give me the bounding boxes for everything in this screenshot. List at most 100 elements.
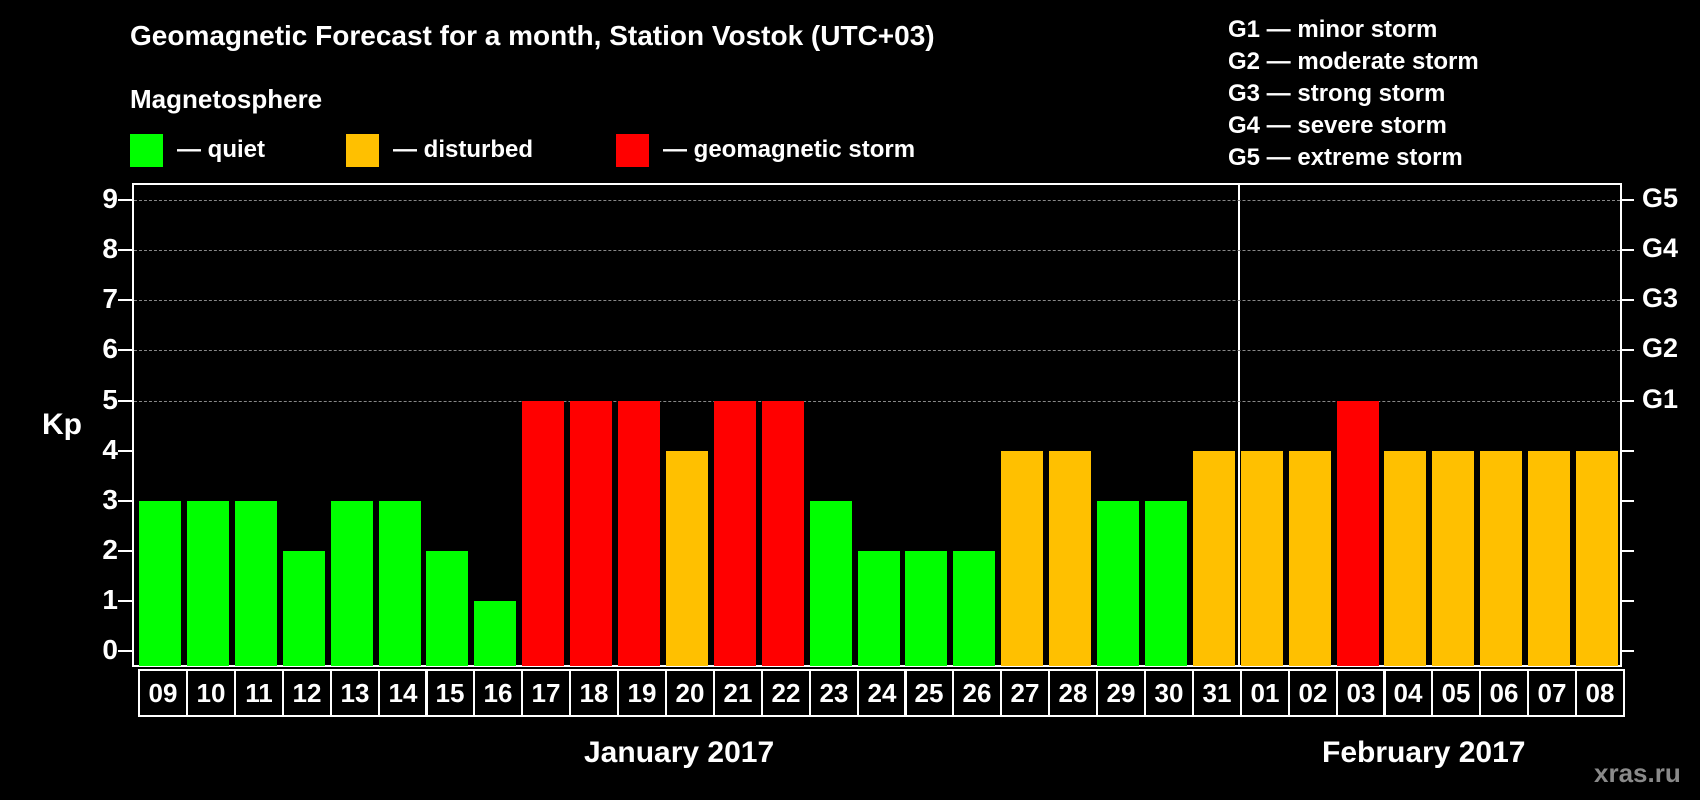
- y-tick: [118, 349, 132, 351]
- y-tick: [118, 299, 132, 301]
- quiet-swatch: [130, 133, 163, 167]
- date-cell: 18: [569, 669, 619, 717]
- y-tick-label: 6: [102, 333, 118, 364]
- bar-disturbed: [666, 451, 708, 666]
- y-tick-label: 4: [102, 434, 118, 465]
- gridline: [134, 401, 1620, 402]
- bar-disturbed: [1528, 451, 1570, 666]
- y-tick-label: 3: [102, 484, 118, 515]
- storm-scale-g2: G2 — moderate storm: [1228, 48, 1479, 75]
- legend-disturbed: — disturbed: [346, 133, 533, 167]
- date-cell: 21: [713, 669, 763, 717]
- bar-storm: [762, 401, 804, 666]
- watermark: xras.ru: [1594, 758, 1681, 788]
- bar-storm: [1337, 401, 1379, 666]
- right-tick: [1622, 249, 1634, 251]
- bar-quiet: [810, 501, 852, 666]
- legend-heading: Magnetosphere: [130, 84, 323, 114]
- date-cell: 03: [1336, 669, 1386, 717]
- date-cell: 10: [186, 669, 236, 717]
- bar-disturbed: [1289, 451, 1331, 666]
- date-cell: 20: [665, 669, 715, 717]
- storm-scale-g5: G5 — extreme storm: [1228, 144, 1463, 171]
- bar-quiet: [1097, 501, 1139, 666]
- bar-disturbed: [1480, 451, 1522, 666]
- bar-disturbed: [1193, 451, 1235, 666]
- right-tick: [1622, 650, 1634, 652]
- disturbed-swatch: [346, 133, 379, 167]
- legend-label: — quiet: [177, 136, 265, 163]
- storm-scale-legend: G1 — minor storm G2 — moderate storm G3 …: [1228, 14, 1479, 174]
- bar-quiet: [905, 551, 947, 666]
- y-tick: [118, 400, 132, 402]
- bar-quiet: [379, 501, 421, 666]
- right-tick: [1622, 500, 1634, 502]
- bar-disturbed: [1384, 451, 1426, 666]
- date-cell: 07: [1527, 669, 1577, 717]
- y-tick-label: 1: [102, 584, 118, 615]
- right-tick: [1622, 400, 1634, 402]
- y-tick: [118, 600, 132, 602]
- y-tick: [118, 650, 132, 652]
- bar-disturbed: [1576, 451, 1618, 666]
- plot-frame: [132, 183, 1622, 667]
- gridline: [134, 300, 1620, 301]
- date-cell: 30: [1144, 669, 1194, 717]
- date-cell: 08: [1575, 669, 1625, 717]
- bar-quiet: [426, 551, 468, 666]
- bar-quiet: [139, 501, 181, 666]
- right-tick: [1622, 450, 1634, 452]
- right-tick: [1622, 299, 1634, 301]
- bar-storm: [618, 401, 660, 666]
- date-cell: 23: [809, 669, 859, 717]
- date-cell: 06: [1479, 669, 1529, 717]
- y-tick-label: 7: [102, 283, 118, 314]
- g-scale-label: G5: [1642, 183, 1679, 213]
- legend-label: — geomagnetic storm: [663, 136, 916, 163]
- y-tick-label: 2: [102, 534, 118, 565]
- bar-quiet: [474, 601, 516, 666]
- bar-storm: [522, 401, 564, 666]
- y-tick-label: 5: [102, 384, 118, 415]
- y-axis-label: Kp: [42, 408, 82, 441]
- g-scale-label: G1: [1642, 384, 1679, 414]
- right-tick: [1622, 600, 1634, 602]
- bar-disturbed: [1001, 451, 1043, 666]
- y-tick-label: 8: [102, 233, 118, 264]
- bar-quiet: [235, 501, 277, 666]
- y-tick: [118, 500, 132, 502]
- month-label-january: January 2017: [584, 736, 775, 769]
- legend-quiet: — quiet: [130, 133, 265, 167]
- bar-quiet: [858, 551, 900, 666]
- gridline: [134, 250, 1620, 251]
- date-cell: 25: [904, 669, 954, 717]
- date-cell: 09: [138, 669, 188, 717]
- month-divider: [1238, 183, 1240, 667]
- bar-disturbed: [1432, 451, 1474, 666]
- chart-title: Geomagnetic Forecast for a month, Statio…: [130, 20, 935, 51]
- bar-quiet: [1145, 501, 1187, 666]
- bar-storm: [570, 401, 612, 666]
- date-cell: 01: [1240, 669, 1290, 717]
- right-tick: [1622, 349, 1634, 351]
- date-cell: 04: [1383, 669, 1433, 717]
- bar-disturbed: [1049, 451, 1091, 666]
- date-cell: 14: [378, 669, 428, 717]
- legend-label: — disturbed: [393, 136, 534, 163]
- storm-scale-g4: G4 — severe storm: [1228, 112, 1447, 139]
- bar-storm: [714, 401, 756, 666]
- storm-swatch: [616, 133, 649, 167]
- bar-quiet: [331, 501, 373, 666]
- bar-disturbed: [1241, 451, 1283, 666]
- date-cell: 17: [521, 669, 571, 717]
- bar-quiet: [953, 551, 995, 666]
- storm-scale-g3: G3 — strong storm: [1228, 80, 1446, 107]
- date-cell: 16: [473, 669, 523, 717]
- bar-quiet: [187, 501, 229, 666]
- y-tick-label: 9: [102, 183, 118, 214]
- date-cell: 11: [234, 669, 284, 717]
- date-cell: 27: [1000, 669, 1050, 717]
- date-cell: 13: [330, 669, 380, 717]
- date-cell: 19: [617, 669, 667, 717]
- date-cell: 12: [282, 669, 332, 717]
